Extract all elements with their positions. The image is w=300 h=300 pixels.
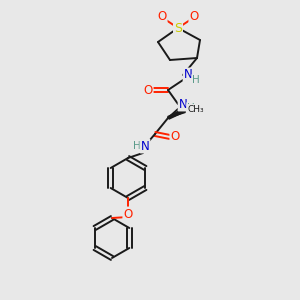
Text: S: S: [174, 22, 182, 34]
Text: H: H: [133, 141, 141, 151]
Text: N: N: [184, 68, 192, 82]
Text: O: O: [143, 83, 153, 97]
Text: O: O: [170, 130, 180, 143]
Text: O: O: [158, 11, 166, 23]
Text: N: N: [141, 140, 149, 152]
Polygon shape: [168, 107, 185, 118]
Text: CH₃: CH₃: [187, 104, 204, 113]
Text: H: H: [192, 75, 200, 85]
Text: H: H: [187, 103, 195, 113]
Text: N: N: [178, 98, 188, 110]
Text: O: O: [189, 11, 199, 23]
Text: O: O: [123, 208, 133, 220]
